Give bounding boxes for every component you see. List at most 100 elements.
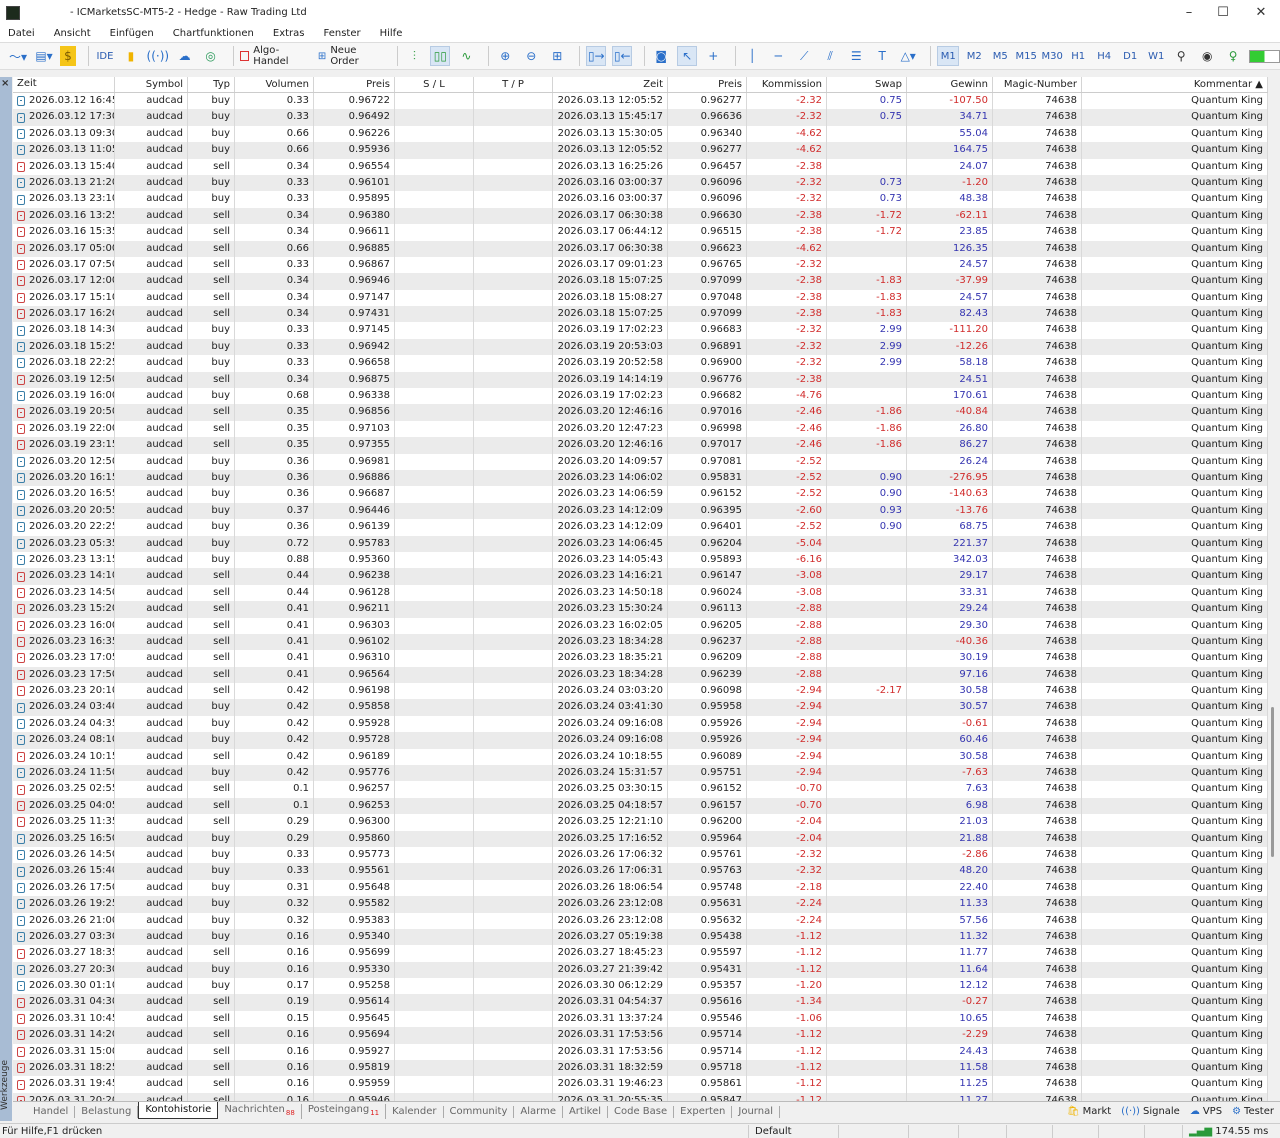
table-row[interactable]: 2026.03.23 16:00:00audcadsell0.410.96303…: [13, 617, 1268, 634]
table-row[interactable]: 2026.03.27 03:30:00audcadbuy0.160.953402…: [13, 928, 1268, 946]
table-row[interactable]: 2026.03.23 14:10:25audcadsell0.440.96238…: [13, 568, 1268, 585]
column-header-profit[interactable]: Gewinn: [907, 77, 993, 92]
column-header-take-profit[interactable]: T / P: [474, 77, 553, 92]
table-row[interactable]: 2026.03.19 23:15:00audcadsell0.350.97355…: [13, 437, 1268, 454]
tab-belastung[interactable]: Belastung: [75, 1105, 139, 1118]
menu-hilfe[interactable]: Hilfe: [379, 28, 403, 39]
table-row[interactable]: 2026.03.25 11:35:00audcadsell0.290.96300…: [13, 814, 1268, 831]
timeframe-m15[interactable]: M15: [1015, 50, 1037, 62]
table-row[interactable]: 2026.03.17 07:50:00audcadsell0.330.96867…: [13, 256, 1268, 274]
auto-scroll-icon[interactable]: ▯→: [586, 46, 607, 66]
timeframe-h1[interactable]: H1: [1071, 50, 1086, 62]
table-row[interactable]: 2026.03.23 17:50:00audcadsell0.410.96564…: [13, 666, 1268, 684]
table-row[interactable]: 2026.03.12 16:45:00audcadbuy0.330.967222…: [13, 93, 1268, 110]
table-row[interactable]: 2026.03.24 10:15:00audcadsell0.420.96189…: [13, 748, 1268, 766]
column-header-stop-loss[interactable]: S / L: [395, 77, 474, 92]
vertical-line-icon[interactable]: │: [748, 49, 756, 63]
table-row[interactable]: 2026.03.16 15:35:00audcadsell0.340.96611…: [13, 224, 1268, 241]
table-row[interactable]: 2026.03.26 17:50:00audcadbuy0.310.956482…: [13, 879, 1268, 897]
market-bag-icon[interactable]: ▮: [127, 49, 135, 63]
table-row[interactable]: 2026.03.24 04:35:00audcadbuy0.420.959282…: [13, 715, 1268, 733]
column-header-open-time[interactable]: Zeit: [13, 77, 115, 92]
table-row[interactable]: 2026.03.24 11:50:00audcadbuy0.420.957762…: [13, 765, 1268, 782]
tab-artikel[interactable]: Artikel: [563, 1105, 608, 1118]
tab-nachrichten[interactable]: Nachrichten88: [218, 1104, 302, 1119]
table-row[interactable]: 2026.03.17 16:20:00audcadsell0.340.97431…: [13, 306, 1268, 323]
account-icon[interactable]: ◉: [1201, 49, 1213, 63]
bar-chart-icon[interactable]: ⫶: [412, 48, 416, 63]
table-row[interactable]: 2026.03.13 15:40:00audcadsell0.340.96554…: [13, 158, 1268, 175]
table-row[interactable]: 2026.03.13 23:10:00audcadbuy0.330.958952…: [13, 191, 1268, 208]
table-row[interactable]: 2026.03.24 03:40:00audcadbuy0.420.958582…: [13, 699, 1268, 716]
column-header-commission[interactable]: Kommission: [747, 77, 827, 92]
table-row[interactable]: 2026.03.20 22:25:00audcadbuy0.360.961392…: [13, 519, 1268, 536]
table-row[interactable]: 2026.03.23 17:05:00audcadsell0.410.96310…: [13, 650, 1268, 667]
cursor-icon[interactable]: ↖: [677, 46, 698, 66]
table-row[interactable]: 2026.03.26 19:25:00audcadbuy0.320.955822…: [13, 896, 1268, 913]
web-globe-icon[interactable]: ◎: [205, 49, 216, 63]
zoom-in-icon[interactable]: ⊕: [500, 49, 511, 63]
dollar-icon[interactable]: $: [60, 46, 76, 66]
table-row[interactable]: 2026.03.31 10:45:00audcadsell0.150.95645…: [13, 1010, 1268, 1028]
table-row[interactable]: 2026.03.13 21:20:00audcadbuy0.330.961012…: [13, 174, 1268, 192]
menu-fenster[interactable]: Fenster: [323, 28, 361, 39]
level-icon[interactable]: ♀: [1228, 49, 1238, 63]
trendline-icon[interactable]: ⟋: [800, 48, 809, 63]
table-row[interactable]: 2026.03.19 22:00:02audcadsell0.350.97103…: [13, 420, 1268, 438]
maximize-button[interactable]: ☐: [1217, 5, 1229, 20]
tab-posteingang[interactable]: Posteingang11: [302, 1104, 387, 1119]
table-row[interactable]: 2026.03.31 14:20:04audcadsell0.160.95694…: [13, 1027, 1268, 1044]
table-row[interactable]: 2026.03.12 17:30:00audcadbuy0.330.964922…: [13, 109, 1268, 126]
signals-icon[interactable]: ((·)): [146, 49, 170, 63]
table-row[interactable]: 2026.03.30 01:10:00audcadbuy0.170.952582…: [13, 978, 1268, 995]
table-row[interactable]: 2026.03.13 11:05:01audcadbuy0.660.959362…: [13, 142, 1268, 159]
screenshot-icon[interactable]: ◙: [655, 49, 668, 63]
table-row[interactable]: 2026.03.24 08:10:00audcadbuy0.420.957282…: [13, 732, 1268, 749]
table-row[interactable]: 2026.03.19 12:50:11audcadsell0.340.96875…: [13, 371, 1268, 389]
search-icon[interactable]: ⚲: [1176, 49, 1186, 63]
vertical-scrollbar[interactable]: [1268, 77, 1280, 1101]
menu-chartfunktionen[interactable]: Chartfunktionen: [172, 28, 254, 39]
table-row[interactable]: 2026.03.25 16:50:09audcadbuy0.290.958602…: [13, 830, 1268, 847]
table-row[interactable]: 2026.03.17 12:00:01audcadsell0.340.96946…: [13, 273, 1268, 290]
table-row[interactable]: 2026.03.18 22:25:00audcadbuy0.330.966582…: [13, 355, 1268, 372]
tab-code-base[interactable]: Code Base: [608, 1105, 675, 1118]
menu-ansicht[interactable]: Ansicht: [53, 28, 91, 39]
column-header-type[interactable]: Typ: [188, 77, 235, 92]
column-header-volume[interactable]: Volumen: [235, 77, 314, 92]
close-button[interactable]: ✕: [1255, 5, 1267, 20]
table-row[interactable]: 2026.03.23 14:50:00audcadsell0.440.96128…: [13, 584, 1268, 602]
timeframe-m30[interactable]: M30: [1041, 50, 1063, 62]
table-row[interactable]: 2026.03.31 20:20:00audcadsell0.160.95946…: [13, 1092, 1268, 1101]
channel-icon[interactable]: ⫽: [827, 48, 833, 63]
table-row[interactable]: 2026.03.26 21:00:00audcadbuy0.320.953832…: [13, 912, 1268, 929]
tab-kontohistorie[interactable]: Kontohistorie: [138, 1102, 219, 1119]
tab-kalender[interactable]: Kalender: [386, 1105, 444, 1118]
tab-handel[interactable]: Handel: [27, 1105, 76, 1118]
algo-trading-button[interactable]: Algo-Handel: [239, 45, 312, 67]
scrollbar-thumb[interactable]: [1271, 707, 1274, 857]
tab-journal[interactable]: Journal: [732, 1105, 780, 1118]
table-row[interactable]: 2026.03.25 02:55:00audcadsell0.10.962572…: [13, 781, 1268, 798]
table-row[interactable]: 2026.03.17 05:00:00audcadsell0.660.96885…: [13, 240, 1268, 257]
text-icon[interactable]: T: [878, 49, 886, 63]
timeframe-d1[interactable]: D1: [1123, 50, 1138, 62]
chart-shift-icon[interactable]: ▯←: [612, 46, 633, 66]
shapes-dropdown-icon[interactable]: △▾: [900, 49, 916, 63]
table-row[interactable]: 2026.03.23 13:15:00audcadbuy0.880.953602…: [13, 551, 1268, 569]
timeframe-m5[interactable]: M5: [992, 50, 1008, 62]
table-row[interactable]: 2026.03.13 09:30:00audcadbuy0.660.962262…: [13, 125, 1268, 143]
column-header-comment[interactable]: Kommentar ▲: [1082, 77, 1268, 92]
chart-template-dropdown-icon[interactable]: ▤▾: [35, 49, 53, 63]
new-order-button[interactable]: ⊞ Neue Order: [318, 45, 385, 67]
fibonacci-icon[interactable]: ☰: [850, 49, 862, 63]
table-row[interactable]: 2026.03.26 14:50:01audcadbuy0.330.957732…: [13, 846, 1268, 864]
table-row[interactable]: 2026.03.25 04:05:00audcadsell0.10.962532…: [13, 797, 1268, 815]
crosshair-icon[interactable]: +: [708, 49, 719, 63]
table-row[interactable]: 2026.03.31 18:25:00audcadsell0.160.95819…: [13, 1060, 1268, 1077]
candlestick-icon[interactable]: ▯▯: [430, 46, 451, 66]
table-row[interactable]: 2026.03.31 19:45:00audcadsell0.160.95959…: [13, 1076, 1268, 1093]
table-row[interactable]: 2026.03.18 14:30:00audcadbuy0.330.971452…: [13, 322, 1268, 339]
table-row[interactable]: 2026.03.20 12:50:00audcadbuy0.360.969812…: [13, 453, 1268, 470]
menu-einfuegen[interactable]: Einfügen: [109, 28, 154, 39]
